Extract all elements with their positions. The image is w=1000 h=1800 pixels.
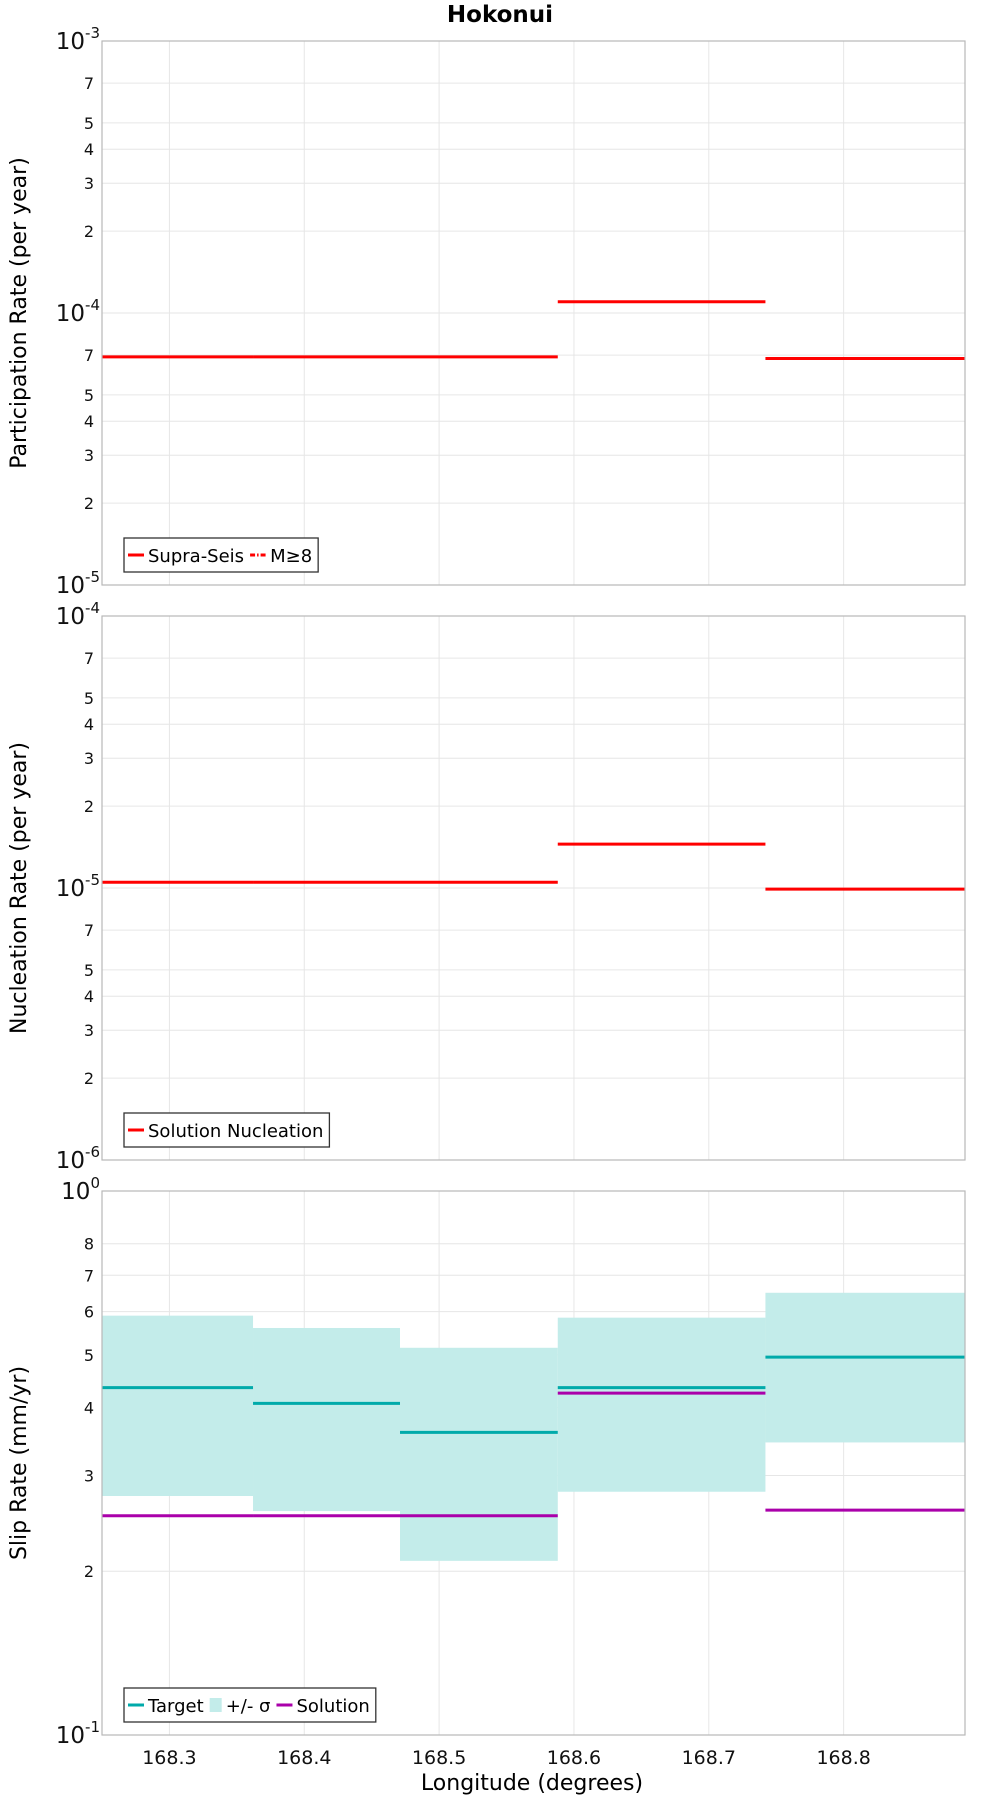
plot-frame (101, 40, 966, 586)
y-tick-label-minor: 5 (84, 386, 94, 405)
y-tick-label-minor: 3 (84, 1021, 94, 1040)
y-axis-label: Participation Rate (per year) (7, 157, 32, 469)
x-tick-label: 168.4 (277, 1747, 331, 1769)
y-tick-label-major: 10-3 (56, 24, 100, 55)
y-tick-label-minor: 4 (84, 1398, 94, 1417)
x-axis-label: Longitude (degrees) (421, 1771, 643, 1796)
legend: Supra-Seis M≥8 (123, 537, 319, 573)
x-tick-label: 168.8 (816, 1747, 870, 1769)
legend-label: Supra-Seis (148, 546, 244, 567)
legend-frame (123, 1112, 331, 1148)
panel-1: 10-3 10-4 10-5 7 5 4 3 2 7 5 4 3 2 Participation Rate… (7, 24, 966, 599)
legend-frame (123, 1687, 377, 1723)
band-segment (765, 1292, 965, 1443)
y-tick-label-major: 10-5 (56, 568, 100, 599)
y-tick-label-minor: 7 (84, 1266, 94, 1285)
legend-swatch (209, 1698, 222, 1712)
y-tick-label-minor: 2 (84, 1069, 94, 1088)
y-tick-label-minor: 2 (84, 494, 94, 513)
band-segment (253, 1327, 401, 1512)
y-tick-label-minor: 3 (84, 446, 94, 465)
y-tick-label-minor: 4 (84, 412, 94, 431)
y-tick-label-minor: 7 (84, 649, 94, 668)
plot-frame (101, 1190, 966, 1736)
y-tick-label-minor: 6 (84, 1303, 94, 1322)
y-tick-label-minor: 5 (84, 114, 94, 133)
plot-frame (101, 615, 966, 1161)
y-tick-label-minor: 4 (84, 140, 94, 159)
y-tick-label-minor: 8 (84, 1235, 94, 1254)
legend: Solution Nucleation (123, 1112, 331, 1148)
y-tick-label-minor: 5 (84, 689, 94, 708)
y-tick-label-minor: 7 (84, 346, 94, 365)
legend-label: Solution (296, 1696, 369, 1717)
y-axis-label: Slip Rate (mm/yr) (7, 1366, 32, 1560)
y-tick-label-major: 10-6 (56, 1143, 100, 1174)
y-tick-label-major: 10-5 (56, 871, 100, 902)
x-tick-label: 168.5 (412, 1747, 466, 1769)
legend-label: Solution Nucleation (148, 1121, 323, 1142)
y-tick-label-minor: 7 (84, 74, 94, 93)
x-tick-label: 168.7 (682, 1747, 736, 1769)
panel-2: 10-4 10-5 10-6 7 5 4 3 2 7 5 4 3 2 Nucleation Rate (p… (7, 599, 966, 1174)
y-tick-label-minor: 2 (84, 222, 94, 241)
x-tick-label: 168.6 (547, 1747, 601, 1769)
y-tick-label-minor: 7 (84, 921, 94, 940)
y-tick-label-minor: 2 (84, 1562, 94, 1581)
y-tick-label-minor: 5 (84, 961, 94, 980)
y-tick-label-minor: 3 (84, 749, 94, 768)
y-tick-label-minor: 4 (84, 987, 94, 1006)
y-tick-label-minor: 3 (84, 1466, 94, 1485)
y-tick-label-major: 10-4 (56, 296, 100, 327)
y-tick-label-major: 100 (61, 1174, 100, 1205)
y-tick-label-minor: 5 (84, 1346, 94, 1365)
band-segment (400, 1347, 558, 1561)
band-segment (557, 1317, 766, 1492)
band-segment (102, 1315, 254, 1497)
x-tick-label: 168.3 (142, 1747, 196, 1769)
legend-label: M≥8 (270, 546, 312, 567)
legend-label: +/- σ (226, 1696, 271, 1717)
y-tick-label-major: 10-4 (56, 599, 100, 630)
legend-frame (123, 537, 319, 573)
y-axis-label: Nucleation Rate (per year) (7, 742, 32, 1034)
y-tick-label-minor: 3 (84, 174, 94, 193)
legend: Target +/- σ Solution (123, 1687, 377, 1723)
y-tick-label-minor: 2 (84, 797, 94, 816)
legend-label: Target (147, 1696, 204, 1717)
y-tick-label-major: 10-1 (56, 1718, 100, 1749)
y-tick-label-minor: 4 (84, 715, 94, 734)
panel-3: 100 10-1 8 7 6 5 4 3 2 Slip Rate (mm/yr) 168.3 168.… (7, 1174, 966, 1769)
chart-title: Hokonui (447, 2, 553, 28)
